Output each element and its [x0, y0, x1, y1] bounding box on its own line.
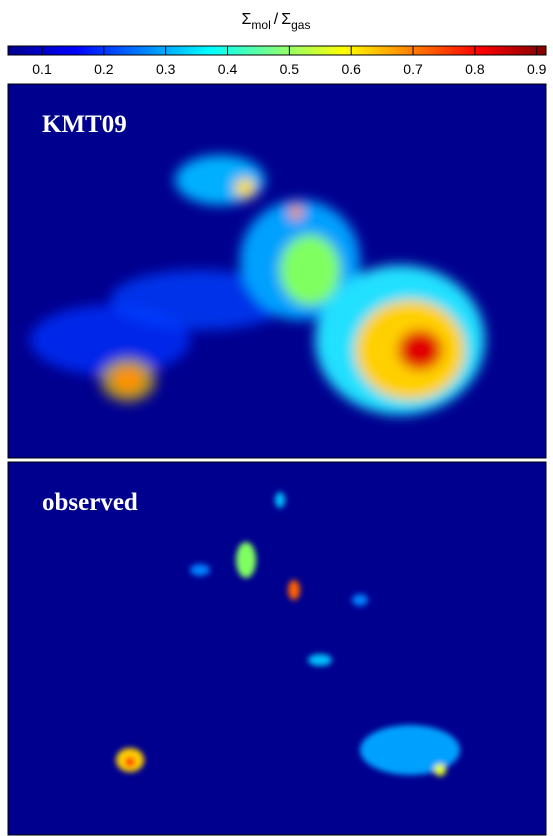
x-tick-label: 0.1 [32, 61, 52, 77]
panel-label: observed [42, 489, 138, 516]
x-tick-label: 0.4 [218, 61, 238, 77]
x-tick-label: 0.7 [403, 61, 423, 77]
x-tick-label: 0.8 [465, 61, 485, 77]
panel-map: KMT09 [8, 84, 546, 458]
separator: / [274, 11, 279, 28]
symbol: Σ [281, 11, 291, 28]
x-tick-label: 0.2 [94, 61, 114, 77]
colorbar [7, 45, 547, 56]
x-tick-label: 0.5 [280, 61, 300, 77]
panel-label: KMT09 [42, 111, 127, 138]
x-tick-label: 0.6 [341, 61, 361, 77]
panel-frame [7, 83, 547, 459]
x-tick-label: 0.9 [527, 61, 547, 77]
symbol: Σ [242, 11, 252, 28]
subscript: gas [291, 18, 310, 32]
x-tick-label: 0.3 [156, 61, 176, 77]
colorbar-title: Σmol / Σgas [242, 11, 311, 32]
subscript: mol [251, 18, 270, 32]
panel-map: observed [8, 462, 546, 835]
panel-frame [7, 461, 547, 836]
